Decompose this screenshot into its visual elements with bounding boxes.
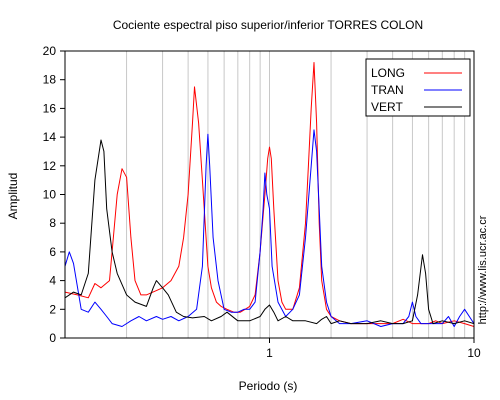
y-tick-label: 18 [43, 73, 57, 87]
chart-title: Cociente espectral piso superior/inferio… [113, 18, 423, 32]
legend-label-tran: TRAN [371, 83, 404, 97]
x-axis-label: Periodo (s) [239, 379, 298, 393]
series-layer [65, 62, 474, 327]
y-tick-label: 12 [43, 159, 57, 173]
y-tick-label: 8 [49, 216, 56, 230]
axis-ticks: 0 2 4 6 8 10 12 14 16 18 20 1 10 [43, 44, 481, 360]
y-tick-label: 10 [43, 188, 57, 202]
y-axis-label: Amplitud [6, 173, 20, 220]
series-line-vert [65, 139, 474, 325]
y-tick-label: 0 [49, 331, 56, 345]
y-tick-label: 6 [49, 245, 56, 259]
series-line-tran [65, 129, 474, 327]
y-tick-label: 14 [43, 130, 57, 144]
legend: LONG TRAN VERT [365, 58, 471, 117]
y-tick-label: 20 [43, 44, 57, 58]
y-tick-label: 16 [43, 101, 57, 115]
x-tick-label: 1 [266, 346, 273, 360]
legend-label-vert: VERT [371, 100, 403, 114]
x-tick-label: 10 [467, 346, 481, 360]
website-credit: http://www.lis.ucr.ac.cr [477, 215, 489, 324]
y-tick-label: 4 [49, 274, 56, 288]
legend-label-long: LONG [371, 66, 405, 80]
y-tick-label: 2 [49, 302, 56, 316]
